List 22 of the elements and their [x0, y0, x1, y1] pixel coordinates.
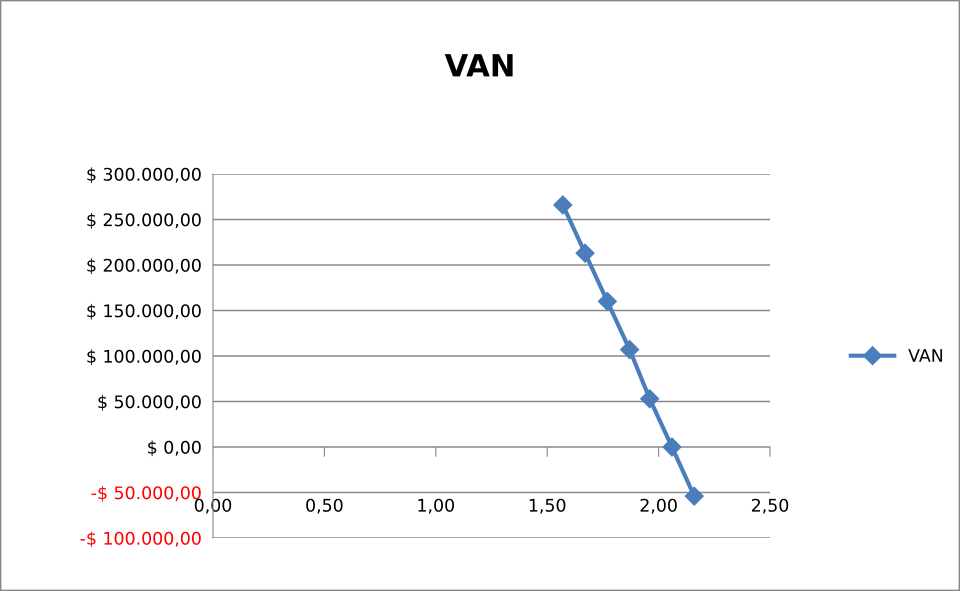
y-tick-label: $ 50.000,00 — [98, 394, 201, 411]
x-tick-label: 1,50 — [530, 498, 566, 514]
chart-title: VAN — [444, 54, 513, 76]
point — [620, 340, 640, 360]
y-tick-label: $ 300.000,00 — [87, 167, 201, 184]
y-tick-label: $ 200.000,00 — [87, 258, 201, 274]
x-tick-label: 1,00 — [418, 498, 454, 514]
x-tick-label: 2,50 — [752, 498, 788, 514]
x-tick-label: 2,00 — [640, 498, 677, 514]
y-tick-label: -$ 100.000,00 — [80, 531, 201, 548]
point — [662, 437, 682, 457]
point — [598, 292, 617, 311]
y-tick-label: $ 0,00 — [148, 440, 201, 456]
point — [684, 486, 704, 506]
y-tick-label: $ 250.000,00 — [87, 212, 201, 229]
point — [553, 195, 572, 214]
point — [576, 244, 595, 263]
legend-label: VAN — [908, 349, 942, 362]
point — [640, 389, 660, 408]
y-tick-label: $ 100.000,00 — [87, 349, 201, 366]
y-tick-label: $ 150.000,00 — [87, 304, 201, 320]
x-tick-label: 0,50 — [306, 498, 343, 514]
